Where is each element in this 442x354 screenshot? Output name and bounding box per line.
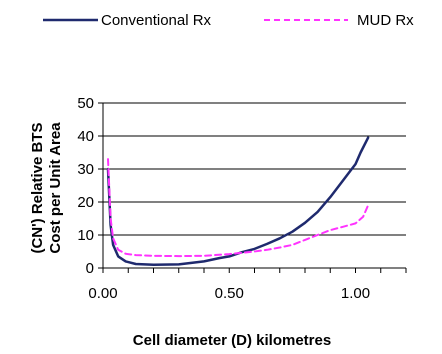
x-tick-label: 0.50: [215, 285, 244, 302]
y-tick-label: 10: [77, 227, 94, 244]
legend-label-conventional: Conventional Rx: [101, 12, 212, 29]
grid: [103, 102, 406, 236]
y-axis-title-line-1: (CN') Relative BTS: [29, 122, 46, 253]
series: [106, 136, 370, 266]
y-tick-label: 50: [77, 95, 94, 112]
y-tick-label: 0: [86, 260, 94, 277]
axes: [98, 102, 407, 273]
legend: Conventional Rx MUD Rx: [43, 12, 414, 29]
y-tick-label: 20: [77, 194, 94, 211]
legend-label-mud: MUD Rx: [357, 12, 414, 29]
x-axis-title: Cell diameter (D) kilometres: [133, 332, 331, 349]
y-axis-title-line-2: Cost per Unit Area: [47, 122, 64, 254]
x-tick-label: 1.00: [341, 285, 370, 302]
tick-labels: 0 10 20 30 40 50 0.00 0.50 1.00: [77, 95, 370, 302]
series-line-mud-rx: [107, 158, 370, 258]
series-line-conventional-rx: [106, 136, 370, 266]
x-tick-label: 0.00: [88, 285, 117, 302]
y-tick-label: 30: [77, 161, 94, 178]
y-tick-label: 40: [77, 128, 94, 145]
